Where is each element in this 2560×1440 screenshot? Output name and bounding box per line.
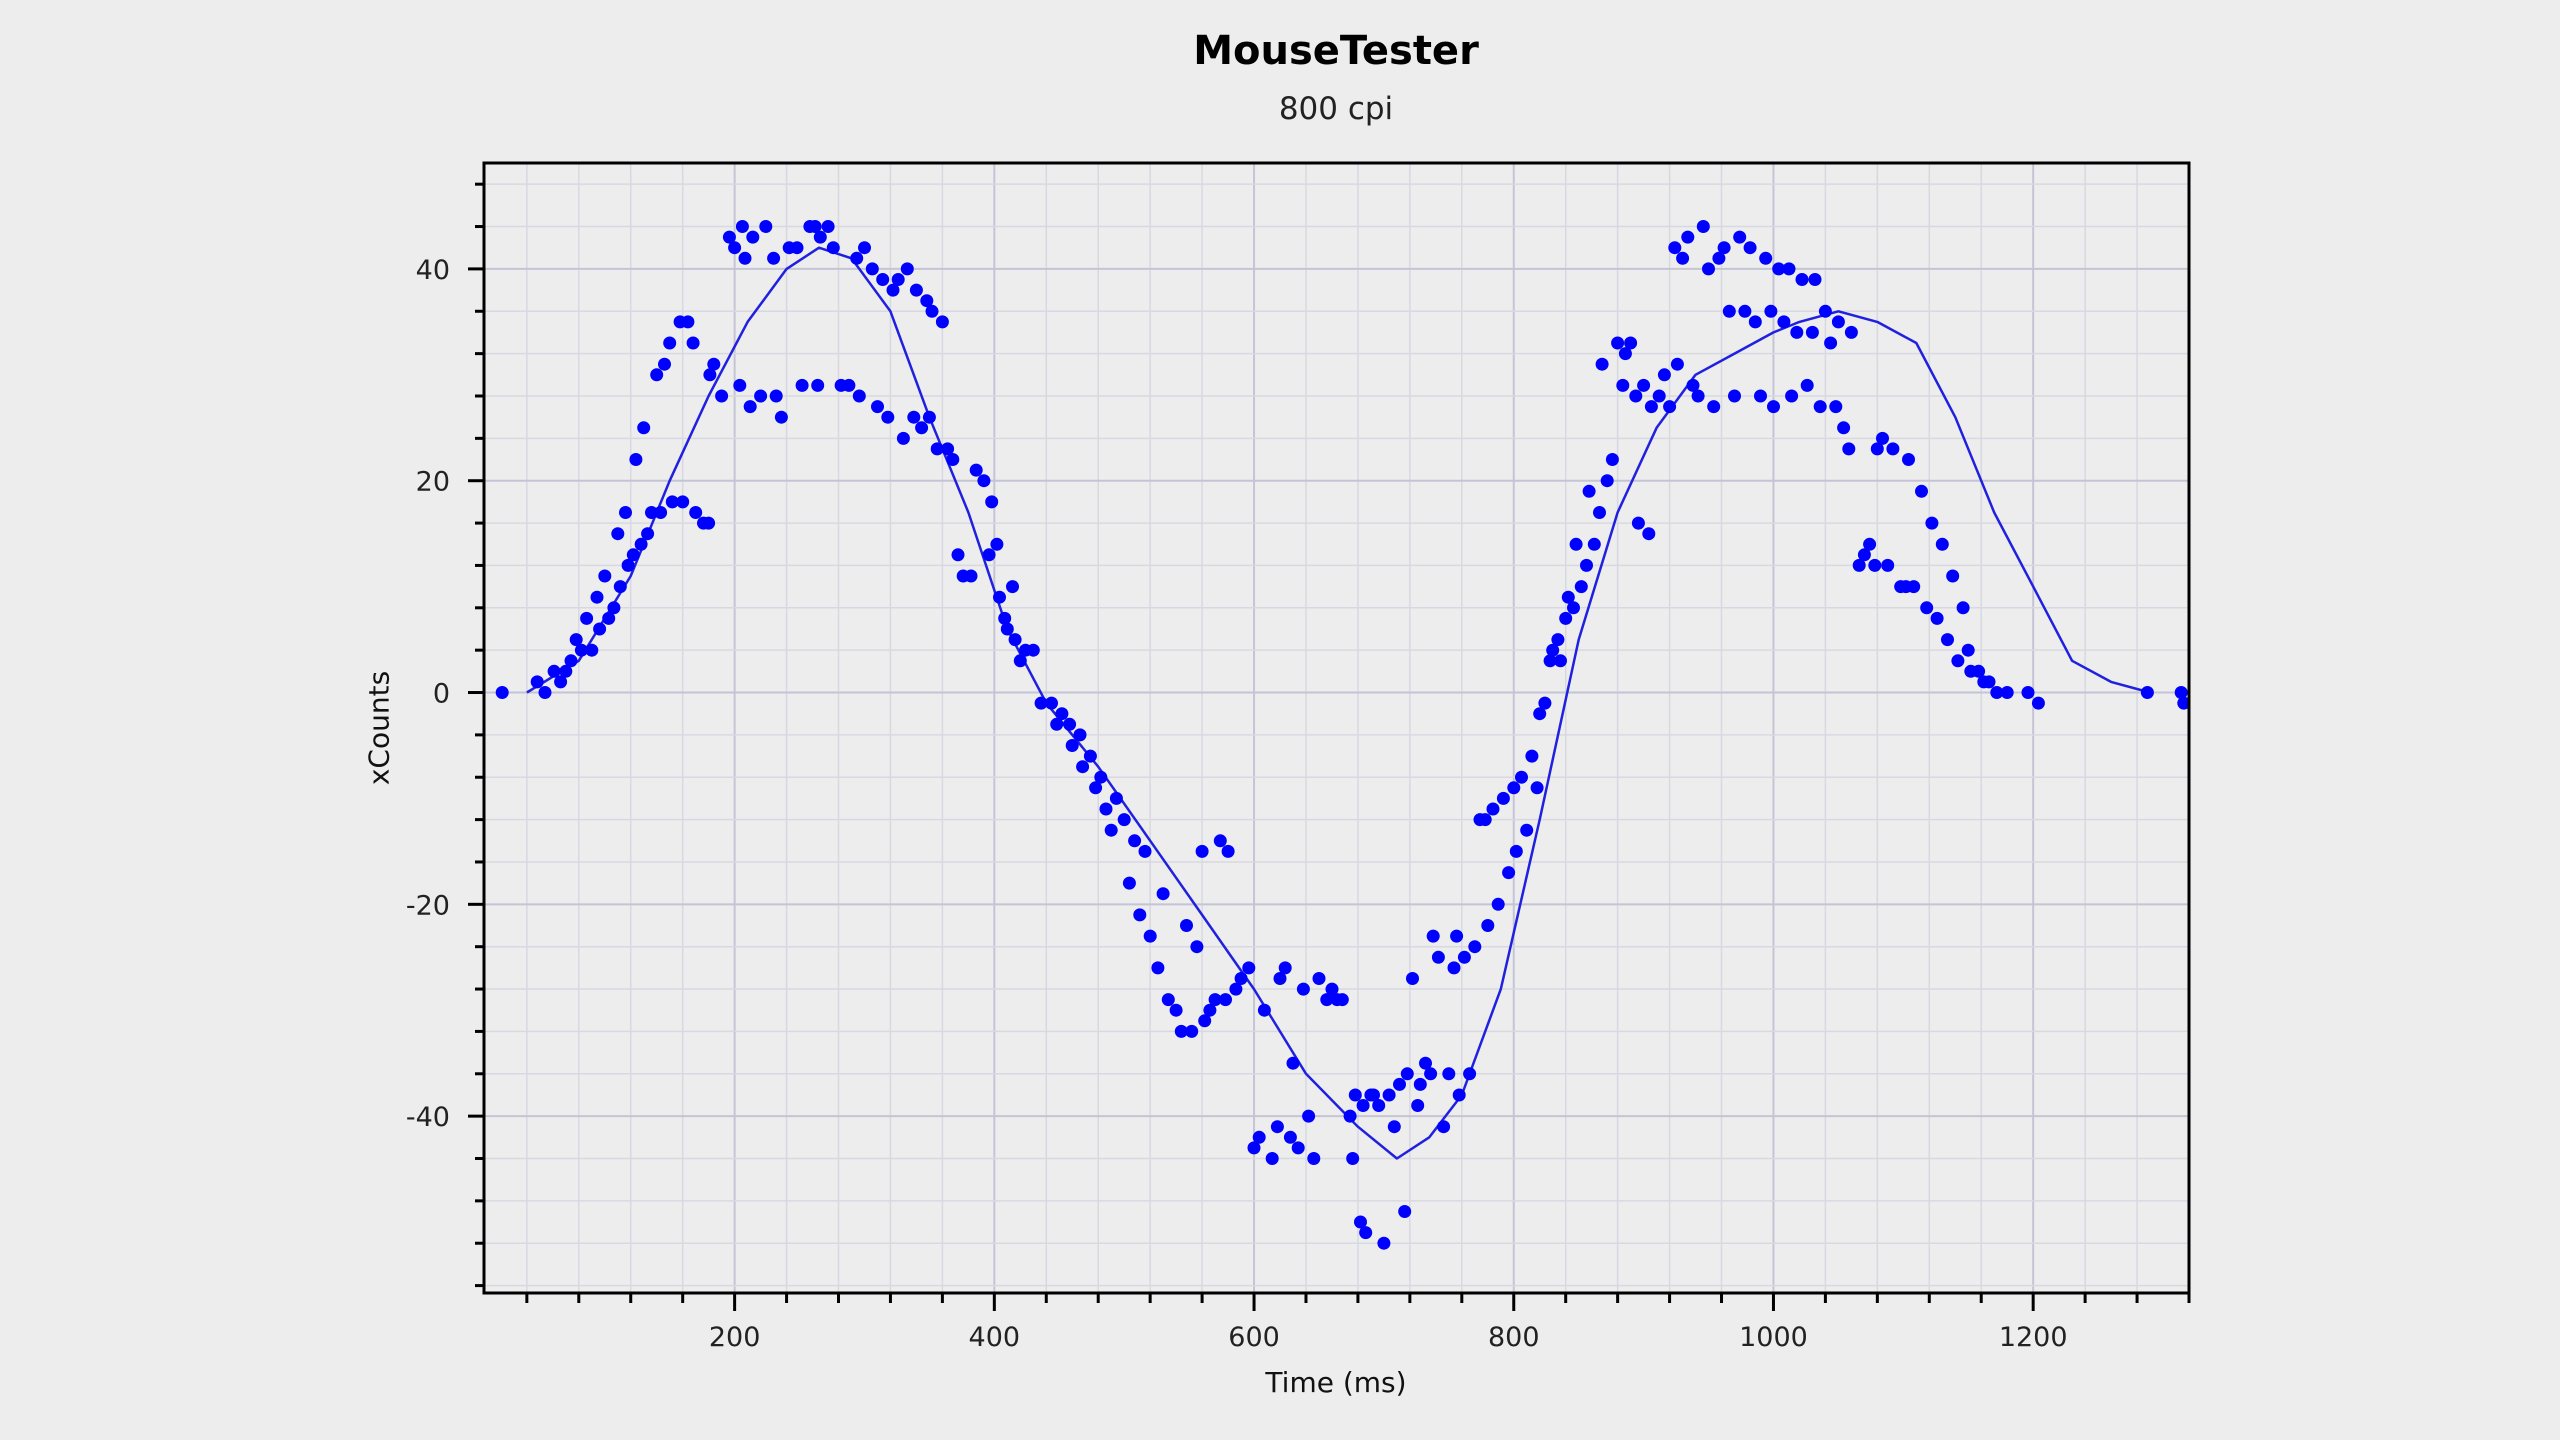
x-tick-label: 400	[969, 1322, 1021, 1353]
x-tick-label: 600	[1228, 1322, 1280, 1353]
x-tick-label: 200	[709, 1322, 761, 1353]
x-tick-label: 1200	[1999, 1322, 2068, 1353]
y-tick-label: -20	[406, 890, 450, 921]
y-tick-label: 20	[416, 467, 450, 498]
x-axis-title: Time (ms)	[1265, 1366, 1407, 1399]
axes: 200 400 600 800 1000 1200 -40 -20 0 20 40	[406, 182, 2191, 1353]
y-tick-label: 40	[416, 255, 450, 286]
grid-lines	[484, 163, 2190, 1293]
smoothed-line-series	[526, 246, 2151, 1160]
x-tick-label: 1000	[1739, 1322, 1808, 1353]
y-tick-label: 0	[433, 679, 450, 710]
chart-title: MouseTester	[1193, 28, 1479, 74]
scatter-series	[495, 220, 2191, 1250]
y-tick-label: -40	[406, 1102, 450, 1133]
plot-frame	[482, 161, 2191, 1295]
x-tick-label: 800	[1488, 1322, 1540, 1353]
chart-subtitle: 800 cpi	[1278, 91, 1394, 127]
